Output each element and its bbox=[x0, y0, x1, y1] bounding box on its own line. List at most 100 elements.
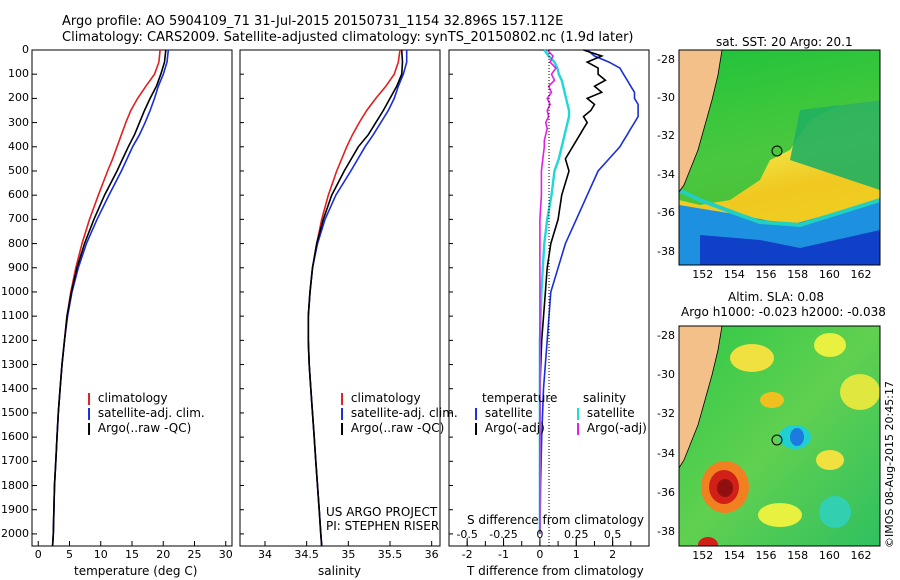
temperature-argo---raw--qc--line bbox=[51, 49, 167, 547]
s-diff-tick-label: 0.25 bbox=[564, 528, 589, 541]
x-tick-label: 35 bbox=[341, 548, 356, 561]
s-diff-tick-label: -0.25 bbox=[489, 528, 518, 541]
map-lon-label: 162 bbox=[850, 549, 872, 562]
x-tick-label: 30 bbox=[218, 548, 233, 561]
map-lon-label: 162 bbox=[850, 268, 872, 281]
legend-satellite: ❙ satellite-adj. clim. bbox=[337, 406, 458, 420]
s-diff-tick-label: -0.5 bbox=[456, 528, 478, 541]
map-lat-label: -32 bbox=[657, 129, 675, 143]
map-lat-label: -38 bbox=[657, 525, 675, 539]
x-tick-label: 34.5 bbox=[294, 548, 319, 561]
salinity-climatology-line bbox=[307, 49, 401, 547]
map-lon-label: 156 bbox=[755, 268, 777, 281]
map-lat-label: -38 bbox=[657, 244, 675, 258]
x-tick-label: 25 bbox=[187, 548, 202, 561]
depth-tick-label: 300 bbox=[8, 115, 29, 129]
map-lat-label: -30 bbox=[657, 90, 675, 104]
legend-s-satellite: ❙ satellite bbox=[573, 406, 635, 420]
map-lat-label: -34 bbox=[657, 446, 675, 460]
x-tick-label: 15 bbox=[125, 548, 139, 561]
depth-tick-label: 500 bbox=[8, 163, 29, 177]
depth-tick-label: 1300 bbox=[1, 357, 29, 371]
x-tick-label: 1 bbox=[572, 548, 580, 561]
depth-tick-label: 1700 bbox=[1, 454, 29, 468]
sla-map-frame bbox=[678, 325, 881, 547]
map-lat-label: -28 bbox=[657, 52, 675, 66]
project-annotation: US ARGO PROJECT bbox=[326, 505, 438, 519]
depth-tick-label: 1500 bbox=[1, 405, 29, 419]
map-lon-label: 152 bbox=[692, 268, 714, 281]
sla-title-line-1: Altim. SLA: 0.08 bbox=[728, 290, 825, 304]
argo-location-marker bbox=[771, 434, 783, 446]
diff-t-satellite-line bbox=[539, 49, 639, 534]
x-tick-label: 10 bbox=[93, 548, 108, 561]
map-lat-label: -36 bbox=[657, 206, 675, 220]
map-lat-label: -32 bbox=[657, 407, 675, 421]
depth-tick-label: 1000 bbox=[1, 284, 29, 298]
s-diff-tick-label: 0 bbox=[536, 528, 544, 541]
depth-tick-label: 1800 bbox=[1, 478, 29, 492]
map-lon-label: 158 bbox=[787, 549, 809, 562]
x-tick-label: 35.5 bbox=[377, 548, 403, 561]
map-lon-label: 160 bbox=[818, 268, 840, 281]
sla-map bbox=[679, 326, 880, 546]
x-tick-label: 0 bbox=[34, 548, 42, 561]
x-tick-label: 34 bbox=[258, 548, 272, 561]
difference-plot-frame bbox=[448, 49, 650, 547]
depth-tick-label: 700 bbox=[8, 212, 29, 226]
legend-t-argo: ❙ Argo(-adj) bbox=[471, 421, 545, 435]
map-lon-label: 154 bbox=[723, 268, 745, 281]
salinity-argo---raw--qc--line bbox=[307, 49, 404, 547]
depth-tick-label: 2000 bbox=[1, 526, 29, 540]
s-diff-tick-label: 0.5 bbox=[603, 528, 622, 541]
depth-tick-label: 900 bbox=[8, 260, 29, 274]
legend-argo: ❙ Argo(..raw -QC) bbox=[84, 421, 192, 435]
legend-salinity-title: salinity bbox=[583, 391, 627, 405]
map-lat-label: -34 bbox=[657, 167, 675, 181]
depth-tick-label: 100 bbox=[8, 67, 29, 81]
depth-tick-label: 1900 bbox=[1, 502, 29, 516]
x-tick-label: 20 bbox=[156, 548, 171, 561]
depth-tick-label: 1200 bbox=[1, 333, 29, 347]
map-lat-label: -28 bbox=[657, 328, 675, 342]
depth-tick-label: 1400 bbox=[1, 381, 29, 395]
legend-temperature-title: temperature bbox=[482, 391, 558, 405]
sst-map bbox=[679, 50, 880, 265]
legend-s-argo: ❙ Argo(-adj) bbox=[573, 421, 647, 435]
map-lat-label: -30 bbox=[657, 368, 675, 382]
title-line-1: Argo profile: AO 5904109_71 31-Jul-2015 … bbox=[62, 14, 564, 29]
diff-s-satellite-line bbox=[538, 49, 571, 534]
sla-title-line-2: Argo h1000: -0.023 h2000: -0.038 bbox=[681, 305, 886, 319]
depth-tick-label: 0 bbox=[22, 43, 29, 56]
legend-climatology: ❙ climatology bbox=[84, 391, 168, 405]
sst-map-frame bbox=[678, 49, 881, 266]
map-lon-label: 160 bbox=[818, 549, 840, 562]
title-line-2: Climatology: CARS2009. Satellite-adjuste… bbox=[62, 30, 634, 45]
legend-climatology: ❙ climatology bbox=[337, 391, 421, 405]
pi-annotation: PI: STEPHEN RISER bbox=[326, 519, 440, 533]
x-tick-label: 0 bbox=[536, 548, 544, 561]
salinity-axis-label: salinity bbox=[318, 564, 362, 578]
x-tick-label: 36 bbox=[424, 548, 439, 561]
depth-tick-label: 1100 bbox=[1, 309, 29, 323]
map-lon-label: 158 bbox=[787, 268, 809, 281]
diff-t-argo--adj--line bbox=[539, 49, 607, 534]
x-tick-label: 5 bbox=[66, 548, 73, 561]
depth-tick-label: 600 bbox=[8, 188, 29, 202]
x-tick-label: 2 bbox=[609, 548, 617, 561]
legend-argo: ❙ Argo(..raw -QC) bbox=[337, 421, 445, 435]
map-lat-label: -36 bbox=[657, 485, 675, 499]
argo-location-marker bbox=[771, 145, 783, 157]
map-lon-label: 156 bbox=[755, 549, 777, 562]
map-lon-label: 154 bbox=[723, 549, 745, 562]
diff-s-argo--adj--line bbox=[539, 49, 557, 534]
depth-tick-label: 400 bbox=[8, 139, 29, 153]
map-lon-label: 152 bbox=[692, 549, 714, 562]
x-tick-label: -2 bbox=[461, 548, 473, 561]
imos-credit: ©IMOS 08-Aug-2015 20:45:17 bbox=[883, 381, 896, 548]
legend-satellite: ❙ satellite-adj. clim. bbox=[84, 406, 205, 420]
t-difference-label: T difference from climatology bbox=[467, 564, 644, 578]
depth-tick-label: 800 bbox=[8, 236, 29, 250]
s-difference-label: S difference from climatology bbox=[467, 513, 644, 527]
